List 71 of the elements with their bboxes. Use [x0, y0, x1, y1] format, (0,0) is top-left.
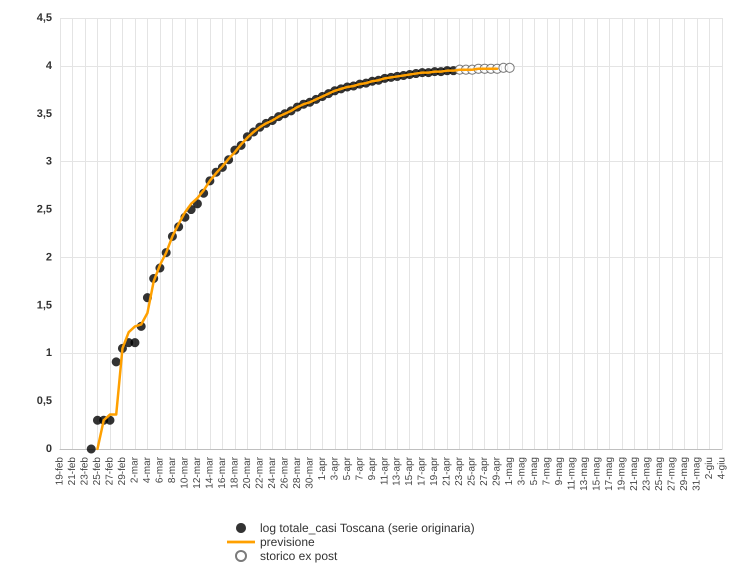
- y-tick-label: 0: [46, 443, 52, 455]
- x-tick-label: 7-apr: [354, 456, 366, 480]
- x-tick-label: 28-mar: [292, 456, 303, 489]
- y-tick-label: 1,5: [36, 299, 52, 312]
- x-tick-label: 16-mar: [216, 456, 228, 489]
- x-tick-label: 24-mar: [266, 456, 278, 489]
- x-tick-label: 19-mag: [616, 457, 628, 491]
- x-tick-label: 9-mag: [554, 457, 566, 486]
- x-tick-label: 21-apr: [442, 456, 453, 486]
- y-tick-label: 4,5: [36, 12, 52, 24]
- legend-label: previsione: [260, 535, 316, 549]
- x-tick-label: 25-mag: [654, 457, 666, 491]
- x-tick-label: 21-mag: [629, 457, 640, 491]
- x-tick-label: 9-apr: [366, 456, 378, 480]
- point: [130, 338, 140, 348]
- x-tick-label: 18-mar: [229, 456, 240, 489]
- x-tick-label: 30-mar: [304, 456, 316, 489]
- x-tick-label: 6-mar: [154, 456, 166, 484]
- x-tick-label: 23-mag: [642, 457, 653, 491]
- x-tick-label: 11-mag: [566, 457, 578, 490]
- x-tick-label: 4-mar: [142, 456, 153, 484]
- x-tick-label: 10-mar: [179, 456, 190, 489]
- x-tick-label: 23-apr: [454, 456, 466, 486]
- x-tick-label: 15-mag: [592, 457, 603, 491]
- y-tick-label: 1: [46, 347, 52, 360]
- x-tick-label: 3-mag: [516, 457, 528, 486]
- y-tick-label: 3,5: [36, 108, 52, 120]
- x-tick-label: 29-mag: [679, 457, 690, 491]
- x-tick-label: 20-mar: [242, 456, 253, 489]
- x-tick-label: 1-apr: [316, 456, 328, 480]
- x-tick-label: 25-apr: [466, 456, 478, 486]
- x-tick-label: 29-feb: [116, 456, 128, 486]
- x-tick-label: 27-feb: [104, 456, 116, 486]
- x-tick-label: 13-apr: [392, 456, 403, 486]
- x-tick-label: 13-mag: [579, 457, 590, 491]
- x-tick-label: 17-apr: [416, 456, 428, 486]
- x-tick-label: 26-mar: [279, 456, 290, 489]
- x-tick-label: 12-mar: [192, 456, 203, 489]
- x-tick-label: 17-mag: [604, 457, 616, 491]
- x-tick-label: 8-mar: [166, 456, 178, 484]
- x-tick-label: 2-mar: [129, 456, 140, 484]
- x-tick-label: 27-mag: [666, 457, 678, 491]
- x-tick-label: 2-giu: [704, 457, 716, 480]
- x-tick-label: 5-apr: [342, 456, 353, 480]
- x-tick-label: 25-feb: [92, 456, 103, 486]
- x-tick-label: 27-apr: [479, 456, 490, 486]
- x-tick-label: 31-mag: [692, 457, 703, 491]
- x-tick-label: 22-mar: [254, 456, 266, 489]
- legend-label: storico ex post: [260, 549, 338, 563]
- y-tick-label: 2: [46, 251, 52, 264]
- x-tick-label: 4-giu: [716, 457, 728, 480]
- x-tick-label: 21-feb: [66, 456, 78, 486]
- x-tick-label: 3-apr: [329, 456, 340, 480]
- x-tick-label: 29-apr: [492, 456, 503, 486]
- x-tick-label: 19-apr: [429, 456, 440, 486]
- x-tick-label: 5-mag: [529, 457, 540, 486]
- x-tick-label: 14-mar: [204, 456, 216, 489]
- y-tick-label: 4: [46, 60, 53, 72]
- legend-label: log totale_casi Toscana (serie originaria): [260, 521, 475, 535]
- x-tick-label: 19-feb: [54, 456, 66, 486]
- y-tick-label: 3: [46, 156, 52, 168]
- x-tick-label: 15-apr: [404, 456, 416, 486]
- point: [86, 444, 96, 454]
- x-tick-label: 23-feb: [79, 456, 90, 486]
- y-tick-label: 0,5: [36, 395, 52, 408]
- point: [504, 62, 515, 73]
- x-tick-label: 1-mag: [504, 457, 516, 486]
- y-tick-label: 2,5: [36, 204, 52, 216]
- x-tick-label: 11-apr: [379, 456, 390, 486]
- point: [112, 357, 121, 366]
- x-tick-label: 7-mag: [542, 457, 553, 486]
